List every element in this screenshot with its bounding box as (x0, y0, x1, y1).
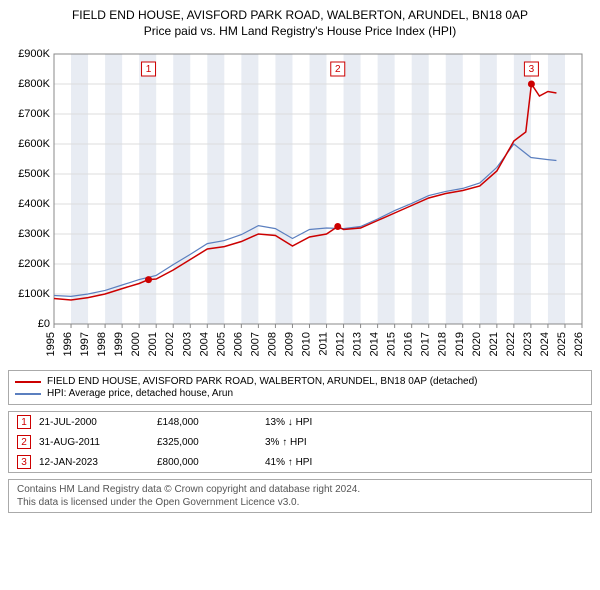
callout-pct: 13% ↓ HPI (265, 417, 375, 428)
svg-text:2004: 2004 (198, 332, 210, 356)
legend: FIELD END HOUSE, AVISFORD PARK ROAD, WAL… (8, 370, 592, 405)
legend-item: FIELD END HOUSE, AVISFORD PARK ROAD, WAL… (15, 376, 585, 387)
callout-date: 12-JAN-2023 (39, 457, 149, 468)
callout-pct: 41% ↑ HPI (265, 457, 375, 468)
callout-price: £148,000 (157, 417, 257, 428)
legend-label: HPI: Average price, detached house, Arun (47, 388, 233, 399)
footer-attribution: Contains HM Land Registry data © Crown c… (8, 479, 592, 513)
svg-text:1999: 1999 (113, 332, 125, 356)
callout-marker: 2 (17, 435, 31, 449)
svg-text:2007: 2007 (249, 332, 261, 356)
callout-row: 2 31-AUG-2011 £325,000 3% ↑ HPI (9, 432, 591, 452)
svg-text:£400K: £400K (18, 198, 50, 210)
footer-line-1: Contains HM Land Registry data © Crown c… (17, 483, 583, 496)
svg-text:2023: 2023 (522, 332, 534, 356)
svg-text:1: 1 (146, 64, 152, 75)
svg-text:£200K: £200K (18, 258, 50, 270)
svg-text:2024: 2024 (539, 332, 551, 356)
callout-row: 3 12-JAN-2023 £800,000 41% ↑ HPI (9, 452, 591, 472)
svg-text:2010: 2010 (300, 332, 312, 356)
svg-text:2012: 2012 (335, 332, 347, 356)
callout-marker: 3 (17, 455, 31, 469)
chart-subtitle: Price paid vs. HM Land Registry's House … (8, 24, 592, 38)
callout-row: 1 21-JUL-2000 £148,000 13% ↓ HPI (9, 412, 591, 432)
svg-text:1995: 1995 (45, 332, 57, 356)
svg-text:1997: 1997 (79, 332, 91, 356)
footer-line-2: This data is licensed under the Open Gov… (17, 496, 583, 509)
callout-price: £325,000 (157, 437, 257, 448)
svg-text:2000: 2000 (130, 332, 142, 356)
svg-text:2022: 2022 (505, 332, 517, 356)
callout-date: 31-AUG-2011 (39, 437, 149, 448)
svg-text:2013: 2013 (352, 332, 364, 356)
svg-text:2015: 2015 (386, 332, 398, 356)
svg-text:£500K: £500K (18, 168, 50, 180)
legend-swatch (15, 381, 41, 383)
legend-swatch (15, 393, 41, 395)
svg-text:£600K: £600K (18, 138, 50, 150)
svg-text:2: 2 (335, 64, 341, 75)
svg-text:£800K: £800K (18, 78, 50, 90)
line-chart: £0 £100K £200K £300K £400K £500K £600K £700K £80… (8, 44, 592, 364)
svg-text:£700K: £700K (18, 108, 50, 120)
svg-text:2021: 2021 (488, 332, 500, 356)
svg-text:2017: 2017 (420, 332, 432, 356)
svg-text:2016: 2016 (403, 332, 415, 356)
svg-text:2018: 2018 (437, 332, 449, 356)
callout-table: 1 21-JUL-2000 £148,000 13% ↓ HPI 2 31-AUG-201… (8, 411, 592, 473)
svg-text:£100K: £100K (18, 288, 50, 300)
svg-text:2019: 2019 (454, 332, 466, 356)
svg-text:2020: 2020 (471, 332, 483, 356)
svg-text:2002: 2002 (164, 332, 176, 356)
legend-item: HPI: Average price, detached house, Arun (15, 388, 585, 399)
callout-marker: 1 (17, 415, 31, 429)
svg-text:2026: 2026 (573, 332, 585, 356)
chart-title: FIELD END HOUSE, AVISFORD PARK ROAD, WAL… (8, 8, 592, 22)
svg-text:£0: £0 (38, 318, 50, 330)
svg-text:1996: 1996 (62, 332, 74, 356)
svg-text:£900K: £900K (18, 48, 50, 60)
svg-text:2008: 2008 (266, 332, 278, 356)
svg-text:2006: 2006 (232, 332, 244, 356)
svg-text:2009: 2009 (283, 332, 295, 356)
svg-text:£300K: £300K (18, 228, 50, 240)
callout-date: 21-JUL-2000 (39, 417, 149, 428)
svg-text:3: 3 (529, 64, 535, 75)
chart-area: £0 £100K £200K £300K £400K £500K £600K £700K £80… (8, 44, 592, 364)
svg-text:2025: 2025 (556, 332, 568, 356)
legend-label: FIELD END HOUSE, AVISFORD PARK ROAD, WAL… (47, 376, 478, 387)
svg-text:1998: 1998 (96, 332, 108, 356)
svg-text:2001: 2001 (147, 332, 159, 356)
svg-text:2014: 2014 (369, 332, 381, 356)
svg-text:2005: 2005 (215, 332, 227, 356)
callout-pct: 3% ↑ HPI (265, 437, 375, 448)
svg-text:2011: 2011 (318, 332, 330, 356)
svg-text:2003: 2003 (181, 332, 193, 356)
callout-price: £800,000 (157, 457, 257, 468)
